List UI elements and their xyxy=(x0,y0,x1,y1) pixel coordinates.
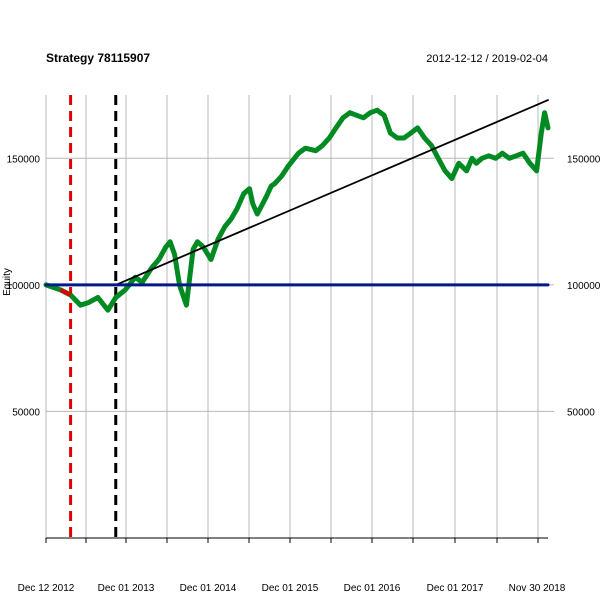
date-range: 2012-12-12 / 2019-02-04 xyxy=(426,53,548,65)
axes xyxy=(45,537,548,543)
trend-line xyxy=(114,99,549,286)
chart-title: Strategy 78115907 xyxy=(46,51,150,65)
x-tick-label: Dec 01 2016 xyxy=(344,583,401,594)
x-tick-label: Dec 12 2012 xyxy=(18,583,75,594)
drawdown-segment xyxy=(59,288,72,297)
x-tick-label: Dec 01 2015 xyxy=(262,583,319,594)
y-tick-label-left: 50000 xyxy=(12,407,40,418)
equity-line xyxy=(43,107,551,313)
x-tick-label: Nov 30 2018 xyxy=(509,583,566,594)
y-tick-label-right: 150000 xyxy=(567,154,600,165)
y-axis-label: Equity xyxy=(2,268,13,296)
y-tick-label-left: 100000 xyxy=(7,281,41,292)
tick-labels: Dec 12 2012 Dec 01 2013 Dec 01 2014 Dec 01 … xyxy=(7,154,600,594)
series-layer xyxy=(43,95,551,538)
x-tick-label: Dec 01 2017 xyxy=(427,583,484,594)
y-tick-label-left: 150000 xyxy=(7,154,41,165)
x-tick-label: Dec 01 2014 xyxy=(180,583,237,594)
y-tick-label-right: 50000 xyxy=(567,407,595,418)
x-tick-label: Dec 01 2013 xyxy=(98,583,155,594)
y-tick-label-right: 100000 xyxy=(567,281,600,292)
